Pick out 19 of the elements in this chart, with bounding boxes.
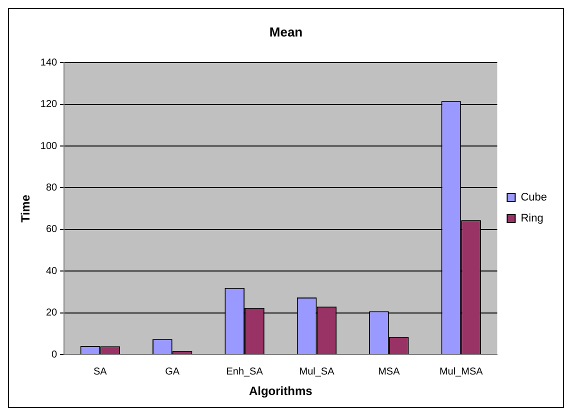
y-tick-label: 100 <box>40 140 58 152</box>
y-tick-label: 60 <box>46 224 58 236</box>
y-axis-title: Time <box>18 194 33 222</box>
y-tick-label: 40 <box>46 266 58 277</box>
x-tick-label: Enh_SA <box>226 366 264 378</box>
chart-title: Mean <box>269 24 303 40</box>
y-tick-label: 120 <box>40 99 58 110</box>
legend-label: Ring <box>520 212 544 225</box>
x-tick-label: GA <box>165 366 180 378</box>
x-tick-label: Mul_MSA <box>439 366 484 378</box>
legend-label: Cube <box>520 192 547 204</box>
x-tick-label: MSA <box>378 366 400 378</box>
y-tick-label: 20 <box>46 308 58 319</box>
y-tick-label: 0 <box>52 349 58 360</box>
y-tick-label: 80 <box>46 182 58 194</box>
x-tick-label: Mul_SA <box>299 366 335 378</box>
x-axis-title: Algorithms <box>248 384 313 398</box>
y-tick-label: 140 <box>40 57 58 68</box>
x-tick-label: SA <box>94 366 108 378</box>
